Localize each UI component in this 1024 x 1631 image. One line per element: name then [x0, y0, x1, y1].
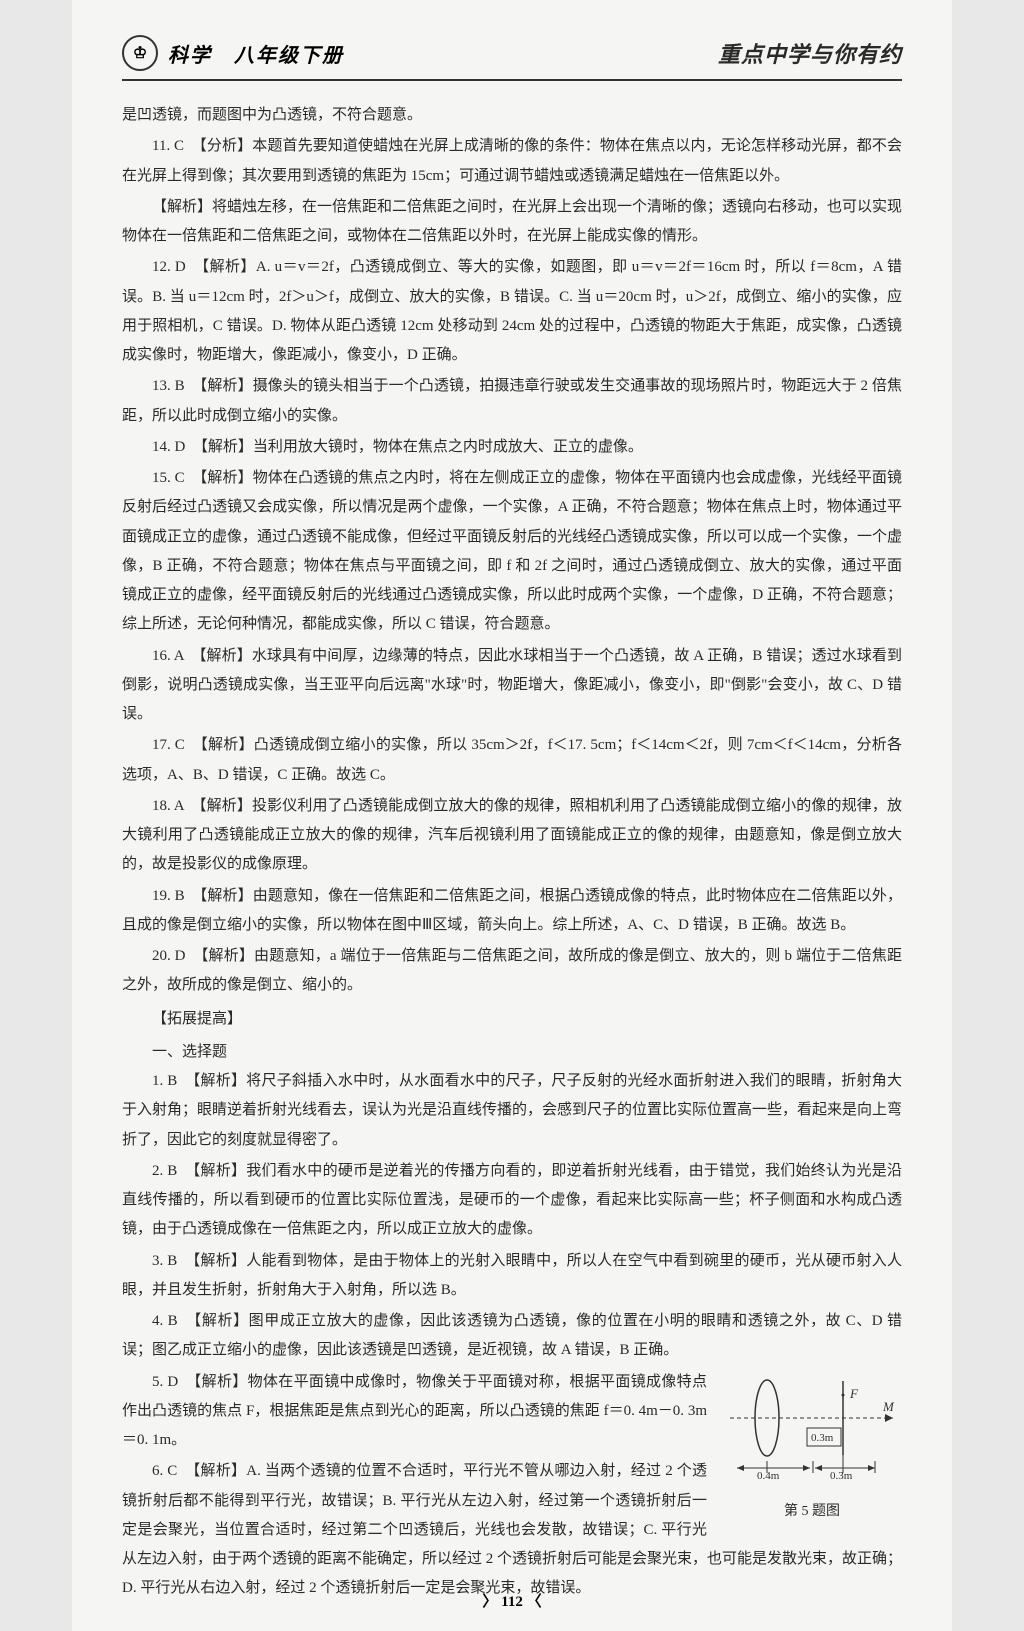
para-13: 13. B 【解析】摄像头的镜头相当于一个凸透镜，拍摄违章行驶或发生交通事故的现…	[122, 372, 902, 431]
para-15: 15. C 【解析】物体在凸透镜的焦点之内时，将在左侧成正立的虚像，物体在平面镜…	[122, 464, 902, 640]
para-q4: 4. B 【解析】图甲成正立放大的虚像，因此该透镜为凸透镜，像的位置在小明的眼睛…	[122, 1307, 902, 1366]
subject-title: 科学 八年级下册	[168, 39, 344, 68]
section-choice: 一、选择题	[122, 1038, 902, 1067]
section-expand: 【拓展提高】	[122, 1005, 902, 1034]
page-number: 112	[482, 1590, 541, 1611]
figure-q5: F M 0.3m 0.4m 0.3m	[722, 1373, 902, 1526]
svg-text:F: F	[849, 1386, 859, 1401]
header-left: ♔ 科学 八年级下册	[122, 35, 344, 71]
para-intro: 是凹透镜，而题图中为凸透镜，不符合题意。	[122, 101, 902, 130]
header-right-text: 重点中学与你有约	[718, 37, 902, 69]
svg-text:0.4m: 0.4m	[757, 1470, 780, 1482]
para-16: 16. A 【解析】水球具有中间厚，边缘薄的特点，因此水球相当于一个凸透镜，故 …	[122, 642, 902, 730]
figure-caption: 第 5 题图	[722, 1498, 902, 1525]
para-11b: 【解析】将蜡烛左移，在一倍焦距和二倍焦距之间时，在光屏上会出现一个清晰的像；透镜…	[122, 193, 902, 252]
svg-text:0.3m: 0.3m	[830, 1470, 853, 1482]
para-20: 20. D 【解析】由题意知，a 端位于一倍焦距与二倍焦距之间，故所成的像是倒立…	[122, 942, 902, 1001]
para-14: 14. D 【解析】当利用放大镜时，物体在焦点之内时成放大、正立的虚像。	[122, 433, 902, 462]
para-q3: 3. B 【解析】人能看到物体，是由于物体上的光射入眼睛中，所以人在空气中看到碗…	[122, 1247, 902, 1306]
para-11: 11. C 【分析】本题首先要知道使蜡烛在光屏上成清晰的像的条件：物体在焦点以内…	[122, 132, 902, 191]
para-12: 12. D 【解析】A. u＝v＝2f，凸透镜成倒立、等大的实像，如题图，即 u…	[122, 253, 902, 370]
lens-diagram-icon: F M 0.3m 0.4m 0.3m	[725, 1373, 900, 1483]
svg-text:M: M	[882, 1399, 895, 1414]
para-18: 18. A 【解析】投影仪利用了凸透镜能成倒立放大的像的规律，照相机利用了凸透镜…	[122, 792, 902, 880]
para-q1: 1. B 【解析】将尺子斜插入水中时，从水面看水中的尺子，尺子反射的光经水面折射…	[122, 1067, 902, 1155]
page-container: ♔ 科学 八年级下册 重点中学与你有约 是凹透镜，而题图中为凸透镜，不符合题意。…	[72, 0, 952, 1631]
page-header: ♔ 科学 八年级下册 重点中学与你有约	[122, 35, 902, 81]
para-19: 19. B 【解析】由题意知，像在一倍焦距和二倍焦距之间，根据凸透镜成像的特点，…	[122, 882, 902, 941]
para-q2: 2. B 【解析】我们看水中的硬币是逆着光的传播方向看的，即逆着折射光线看，由于…	[122, 1157, 902, 1245]
svg-text:0.3m: 0.3m	[811, 1432, 834, 1444]
logo-icon: ♔	[122, 35, 158, 71]
para-17: 17. C 【解析】凸透镜成倒立缩小的实像，所以 35cm＞2f，f＜17. 5…	[122, 731, 902, 790]
content-body: 是凹透镜，而题图中为凸透镜，不符合题意。 11. C 【分析】本题首先要知道使蜡…	[122, 101, 902, 1606]
